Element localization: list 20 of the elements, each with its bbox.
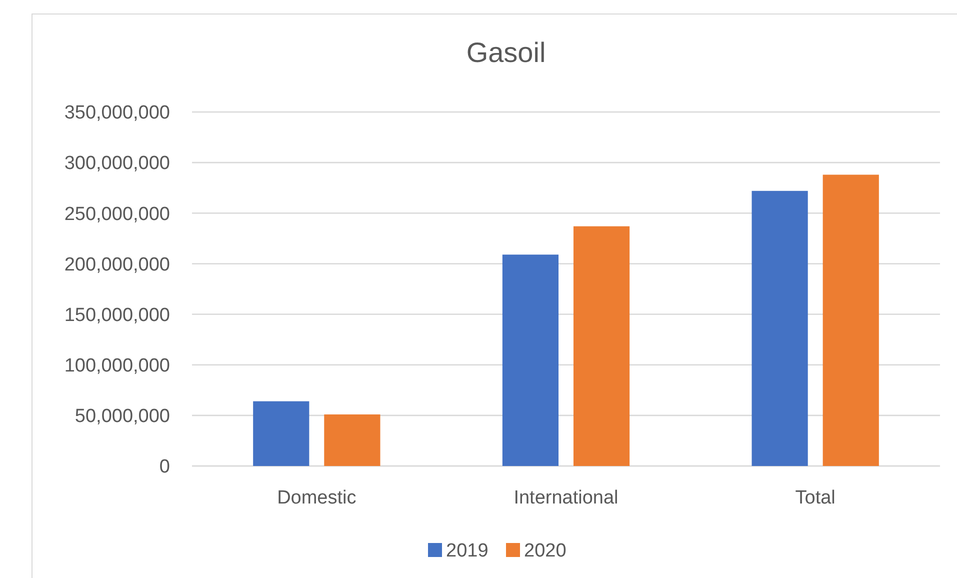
x-tick-label: Total [795, 488, 836, 509]
legend-label: 2019 [446, 540, 488, 562]
y-tick-label: 350,000,000 [64, 102, 170, 124]
y-tick-label: 150,000,000 [64, 304, 170, 326]
y-tick-label: 100,000,000 [64, 356, 170, 377]
y-tick-label: 300,000,000 [64, 153, 170, 174]
bar [502, 254, 559, 466]
y-tick-label: 0 [159, 456, 170, 478]
bar [822, 174, 879, 466]
y-tick-label: 200,000,000 [64, 254, 170, 276]
legend-label: 2020 [524, 540, 566, 562]
y-tick-label: 50,000,000 [74, 406, 170, 428]
bar [253, 401, 310, 466]
chart-title: Gasoil [466, 37, 546, 68]
x-tick-label: Domestic [277, 488, 356, 509]
y-tick-label: 250,000,000 [64, 204, 170, 225]
bar [752, 190, 808, 466]
bar [573, 226, 630, 466]
bar [324, 414, 380, 466]
x-tick-label: International [514, 488, 618, 509]
